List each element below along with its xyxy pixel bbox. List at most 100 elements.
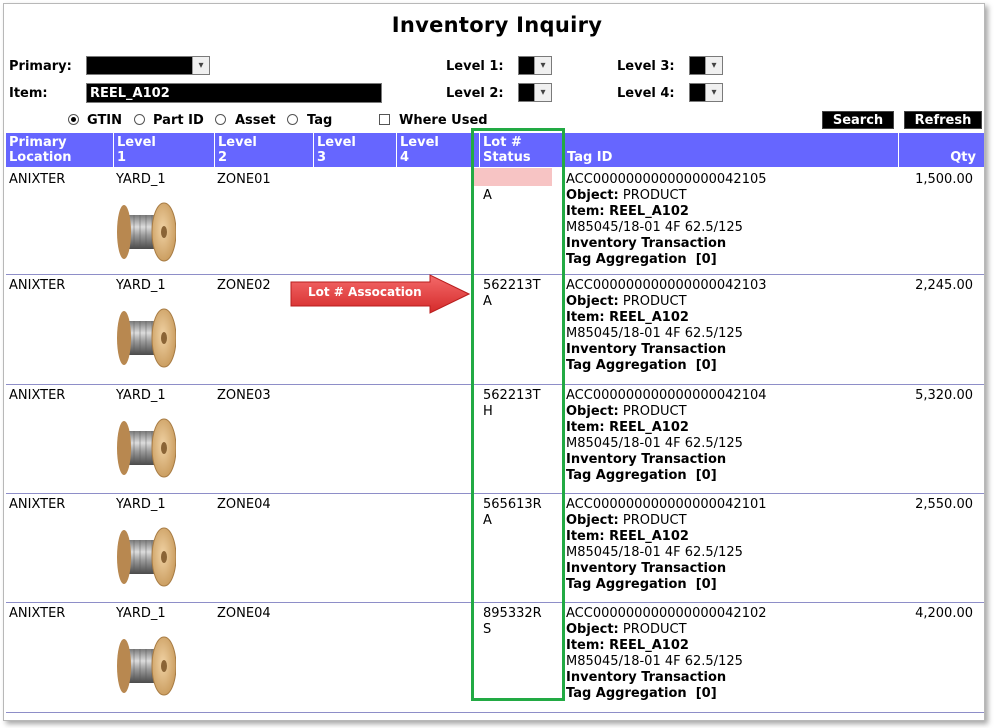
level1-select[interactable]: ▾ — [518, 56, 552, 75]
object-label: Object: — [566, 622, 619, 637]
col-qty[interactable]: Qty — [899, 133, 984, 167]
col-level4-line1: Level — [400, 135, 439, 150]
col-level1[interactable]: Level 1 — [114, 133, 215, 167]
col-lot-status[interactable]: Lot # Status — [480, 133, 564, 167]
inventory-transaction-link[interactable]: Inventory Transaction — [566, 561, 727, 576]
cable-reel-icon — [114, 304, 177, 370]
cell-location: ANIXTER — [9, 606, 66, 621]
tag-label: Tag — [307, 113, 333, 128]
object-value: PRODUCT — [622, 622, 687, 637]
col-primary-line1: Primary — [9, 135, 67, 150]
object-value: PRODUCT — [622, 294, 687, 309]
description-value: M85045/18-01 4F 62.5/125 — [566, 545, 743, 560]
col-level3[interactable]: Level 3 — [314, 133, 397, 167]
tag-aggregation-label: Tag Aggregation — [566, 468, 687, 483]
asset-radio[interactable] — [215, 114, 226, 125]
table-row[interactable]: ANIXTER YARD_1 ZONE03 562213T H ACC0000000000… — [6, 384, 984, 494]
item-line: Item: REEL_A102 — [566, 310, 896, 326]
cell-status: A — [483, 513, 492, 528]
tag-id-value[interactable]: ACC000000000000000042104 — [566, 388, 767, 403]
item-input[interactable]: REEL_A102 — [86, 83, 382, 103]
cell-level2: ZONE04 — [217, 497, 271, 512]
tag-aggregation-link[interactable]: Tag Aggregation [0] — [566, 468, 896, 484]
table-row[interactable]: ANIXTER YARD_1 ZONE04 895332R S ACC0000000000… — [6, 602, 984, 713]
col-qty-label: Qty — [950, 150, 976, 165]
level4-label: Level 4: — [617, 86, 675, 101]
level3-label: Level 3: — [617, 59, 675, 74]
level2-select[interactable]: ▾ — [518, 83, 552, 102]
col-level4-line2: 4 — [400, 150, 410, 165]
item-detail-value: REEL_A102 — [609, 420, 689, 435]
lot-highlight — [473, 168, 552, 186]
cell-level2: ZONE04 — [217, 606, 271, 621]
inventory-transaction-link[interactable]: Inventory Transaction — [566, 452, 727, 467]
item-detail-label: Item: — [566, 638, 605, 653]
chevron-down-icon: ▾ — [192, 57, 209, 74]
table-row[interactable]: ANIXTERYARD_1ZONE01564837TAACC0000000000… — [6, 168, 984, 275]
tag-aggregation-link[interactable]: Tag Aggregation [0] — [566, 686, 896, 702]
col-primary-line2: Location — [9, 150, 72, 165]
cell-lot: 562213T — [483, 388, 541, 403]
cell-lot: 895332R — [483, 606, 542, 621]
cell-level1: YARD_1 — [116, 172, 166, 187]
tag-aggregation-link[interactable]: Tag Aggregation [0] — [566, 358, 896, 374]
tag-aggregation-link[interactable]: Tag Aggregation [0] — [566, 577, 896, 593]
col-level2-line2: 2 — [218, 150, 228, 165]
cell-location: ANIXTER — [9, 388, 66, 403]
tag-aggregation-link[interactable]: Tag Aggregation [0] — [566, 252, 896, 268]
cell-status: H — [483, 404, 493, 419]
tag-aggregation-label: Tag Aggregation — [566, 577, 687, 592]
refresh-button[interactable]: Refresh — [904, 111, 982, 129]
chevron-down-icon: ▾ — [705, 84, 722, 101]
level4-select[interactable]: ▾ — [689, 83, 723, 102]
col-primary-location[interactable]: Primary Location — [6, 133, 114, 167]
gtin-radio[interactable] — [68, 114, 79, 125]
page-title: Inventory Inquiry — [391, 13, 603, 37]
item-detail-value: REEL_A102 — [609, 204, 689, 219]
col-level1-line1: Level — [117, 135, 156, 150]
object-line: Object: PRODUCT — [566, 513, 896, 529]
col-level2[interactable]: Level 2 — [215, 133, 314, 167]
table-row[interactable]: ANIXTER YARD_1 ZONE04 565613R A ACC0000000000… — [6, 493, 984, 603]
tag-id-value[interactable]: ACC000000000000000042105 — [566, 172, 767, 187]
cell-status: S — [483, 622, 492, 637]
item-detail-label: Item: — [566, 529, 605, 544]
cell-status: A — [483, 188, 492, 203]
cell-status: A — [483, 294, 492, 309]
description-value: M85045/18-01 4F 62.5/125 — [566, 436, 743, 451]
tag-id-value[interactable]: ACC000000000000000042101 — [566, 497, 767, 512]
tag-id-value[interactable]: ACC000000000000000042103 — [566, 278, 767, 293]
tag-aggregation-label: Tag Aggregation — [566, 252, 687, 267]
object-value: PRODUCT — [622, 404, 687, 419]
cell-location: ANIXTER — [9, 172, 66, 187]
object-label: Object: — [566, 513, 619, 528]
object-label: Object: — [566, 294, 619, 309]
cell-qty: 4,200.00 — [915, 606, 973, 621]
level1-label: Level 1: — [446, 59, 504, 74]
primary-label: Primary: — [9, 59, 72, 74]
level3-select[interactable]: ▾ — [689, 56, 723, 75]
col-level2-line1: Level — [218, 135, 257, 150]
item-detail-value: REEL_A102 — [609, 529, 689, 544]
tag-aggregation-count: [0] — [695, 252, 717, 267]
tag-radio[interactable] — [287, 114, 298, 125]
where-used-checkbox[interactable] — [379, 114, 390, 125]
col-level4[interactable]: Level 4 — [397, 133, 480, 167]
inventory-transaction-link[interactable]: Inventory Transaction — [566, 670, 727, 685]
inventory-transaction-link[interactable]: Inventory Transaction — [566, 236, 727, 251]
cell-tag-details: ACC000000000000000042104 Object: PRODUCT I… — [566, 388, 896, 484]
primary-select[interactable]: ▾ — [86, 56, 210, 75]
object-value: PRODUCT — [622, 188, 687, 203]
table-row[interactable]: ANIXTER YARD_1 ZONE02 562213T A ACC0000000000… — [6, 274, 984, 385]
cell-level1: YARD_1 — [116, 388, 166, 403]
inventory-transaction-link[interactable]: Inventory Transaction — [566, 342, 727, 357]
item-label: Item: — [9, 86, 48, 101]
object-line: Object: PRODUCT — [566, 622, 896, 638]
search-button[interactable]: Search — [822, 111, 894, 129]
lot-status-highlight-box — [471, 128, 565, 701]
col-tag-id[interactable]: Tag ID — [564, 133, 899, 167]
part-id-radio[interactable] — [134, 114, 145, 125]
cell-tag-details: ACC000000000000000042101 Object: PRODUCT I… — [566, 497, 896, 593]
cell-level2: ZONE03 — [217, 388, 271, 403]
tag-id-value[interactable]: ACC000000000000000042102 — [566, 606, 767, 621]
